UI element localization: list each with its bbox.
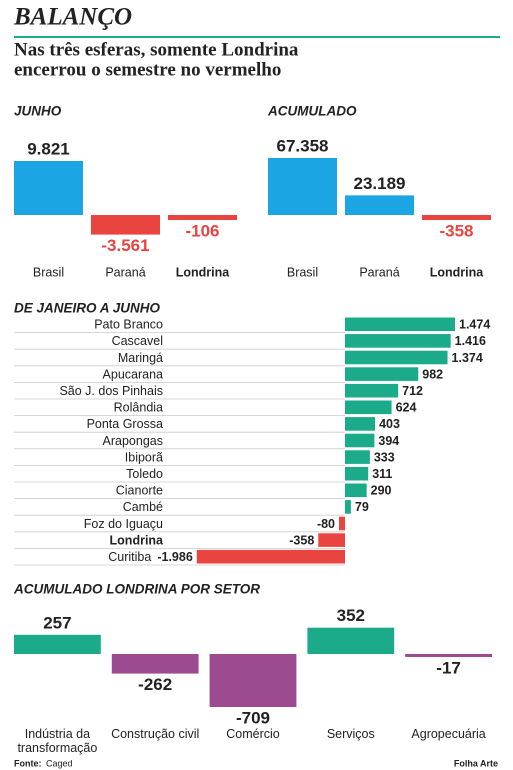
value-label: 712 bbox=[402, 384, 423, 398]
x-tick-label: Londrina bbox=[430, 265, 485, 279]
value-label: -709 bbox=[236, 708, 270, 727]
value-label: 624 bbox=[396, 401, 417, 415]
value-label: -358 bbox=[439, 221, 473, 240]
bar bbox=[345, 417, 376, 431]
x-tick-label: Paraná bbox=[105, 265, 145, 279]
y-tick-label: Ponta Grossa bbox=[87, 417, 163, 431]
y-tick-label: Maringá bbox=[118, 351, 163, 365]
value-label: 352 bbox=[337, 606, 365, 625]
bar bbox=[268, 158, 337, 215]
bar bbox=[422, 215, 491, 220]
bar bbox=[14, 161, 83, 215]
section-title: DE JANEIRO A JUNHO bbox=[14, 301, 161, 316]
bar bbox=[345, 466, 369, 481]
x-tick-label: Brasil bbox=[287, 265, 318, 279]
value-label: 333 bbox=[374, 450, 395, 464]
value-label: 311 bbox=[372, 467, 392, 481]
bar bbox=[345, 483, 367, 498]
source-label: Fonte: bbox=[14, 758, 42, 768]
bar bbox=[345, 500, 351, 514]
value-label: -17 bbox=[436, 658, 461, 677]
bar bbox=[405, 654, 492, 657]
y-tick-label: Ibiporã bbox=[125, 450, 163, 464]
x-tick-label: Indústria da transformação bbox=[17, 727, 98, 755]
value-label: 1.474 bbox=[459, 318, 490, 332]
value-label: -80 bbox=[317, 517, 335, 531]
value-label: 982 bbox=[422, 367, 443, 381]
bar bbox=[91, 215, 160, 235]
bar bbox=[345, 450, 370, 464]
y-tick-label: Rolândia bbox=[114, 401, 163, 415]
bar bbox=[345, 350, 448, 365]
value-label: -358 bbox=[289, 533, 314, 547]
subtitle: encerrou o semestre no vermelho bbox=[14, 59, 281, 80]
value-label: 1.416 bbox=[455, 334, 486, 348]
bar bbox=[168, 215, 237, 220]
value-label: 1.374 bbox=[452, 351, 483, 365]
y-tick-label: Toledo bbox=[126, 467, 163, 481]
y-tick-label: Pato Branco bbox=[94, 318, 163, 332]
bar bbox=[345, 367, 419, 381]
section-title: JUNHO bbox=[14, 104, 62, 119]
section-title: ACUMULADO bbox=[267, 104, 357, 119]
y-tick-label: Curitiba bbox=[108, 550, 151, 564]
x-tick-label: Comércio bbox=[226, 727, 280, 741]
value-label: 394 bbox=[378, 434, 399, 448]
bar bbox=[14, 634, 101, 654]
bar bbox=[196, 549, 345, 564]
bar bbox=[318, 533, 345, 547]
bar bbox=[345, 334, 451, 348]
value-label: -262 bbox=[138, 675, 172, 694]
y-tick-label: Cambé bbox=[123, 500, 163, 514]
value-label: 67.358 bbox=[277, 136, 329, 155]
subtitle: Nas três esferas, somente Londrina bbox=[14, 39, 299, 60]
bar bbox=[339, 516, 345, 531]
y-tick-label: Cianorte bbox=[116, 484, 163, 498]
value-label: -3.561 bbox=[101, 236, 149, 255]
bar bbox=[345, 400, 392, 415]
x-tick-label: Agropecuária bbox=[411, 727, 486, 741]
y-tick-label: Foz do Iguaçu bbox=[84, 517, 163, 531]
x-tick-label: Paraná bbox=[359, 265, 399, 279]
section-title: ACUMULADO LONDRINA POR SETOR bbox=[13, 582, 260, 597]
value-label: -1.986 bbox=[157, 550, 192, 564]
value-label: -106 bbox=[185, 221, 219, 240]
title: BALANÇO bbox=[13, 4, 132, 31]
bar bbox=[345, 317, 455, 332]
value-label: 257 bbox=[43, 613, 71, 632]
bar bbox=[111, 654, 199, 674]
bar bbox=[345, 433, 375, 448]
bar bbox=[345, 195, 414, 215]
y-tick-label: São J. dos Pinhais bbox=[59, 384, 163, 398]
bar bbox=[307, 627, 395, 654]
source: Caged bbox=[46, 758, 73, 768]
value-label: 23.189 bbox=[354, 174, 406, 193]
value-label: 290 bbox=[371, 484, 392, 498]
y-tick-label: Apucarana bbox=[103, 367, 164, 381]
y-tick-label: Londrina bbox=[110, 533, 165, 547]
y-tick-label: Arapongas bbox=[103, 434, 163, 448]
x-tick-label: Brasil bbox=[33, 265, 64, 279]
x-tick-label: Serviços bbox=[326, 727, 375, 741]
bar bbox=[209, 654, 297, 707]
credit: Folha Arte bbox=[454, 758, 498, 768]
x-tick-label: Construção civil bbox=[111, 727, 200, 741]
y-tick-label: Cascavel bbox=[112, 334, 163, 348]
value-label: 403 bbox=[379, 417, 400, 431]
bar bbox=[345, 383, 399, 398]
value-label: 79 bbox=[355, 500, 369, 514]
x-tick-label: Londrina bbox=[176, 265, 231, 279]
value-label: 9.821 bbox=[27, 139, 70, 158]
